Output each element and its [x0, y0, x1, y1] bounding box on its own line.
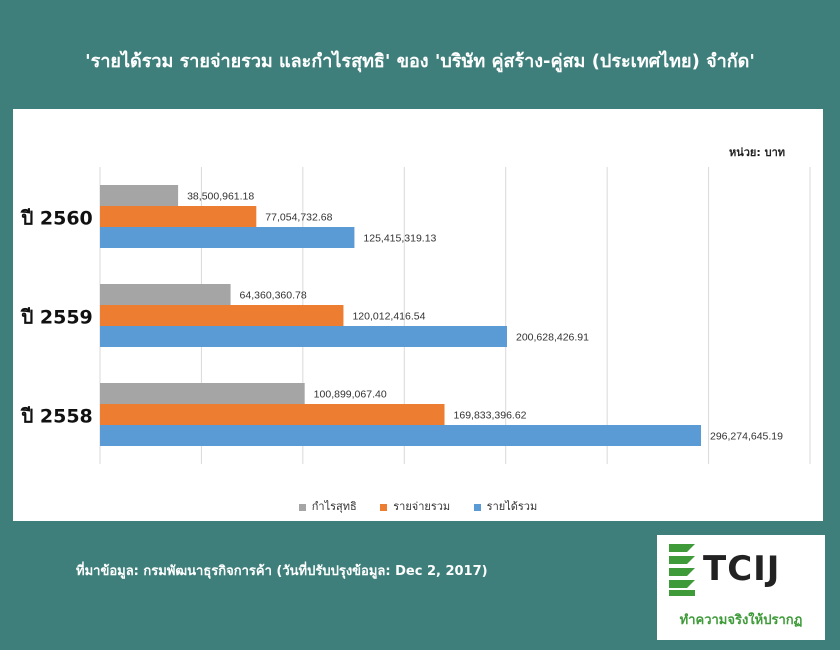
chart-title: 'รายได้รวม รายจ่ายรวม และกำไรสุทธิ' ของ … [85, 51, 755, 72]
source-note: ที่มาข้อมูล: กรมพัฒนาธุรกิจการค้า (วันที… [76, 564, 488, 579]
chart-panel: หน่วย: บาท ปี 2560 38,500,961.18 77,054,73… [13, 109, 823, 521]
legend-item-revenue: รายได้รวม [473, 497, 538, 515]
legend-swatch-revenue [473, 503, 481, 511]
bar [100, 305, 344, 326]
bar-chart: ปี 2560 38,500,961.18 77,054,732.68 125,415… [20, 167, 811, 464]
logo-wordmark: TCIJ [703, 549, 781, 589]
bar [100, 206, 257, 227]
logo-tagline: ทำความจริงให้ปรากฏ [679, 613, 803, 628]
data-label: 169,833,396.62 [454, 410, 527, 422]
bar [100, 227, 355, 248]
category-label: ปี 2560 [20, 208, 92, 230]
bar [100, 425, 702, 446]
tcij-logo: TCIJ ทำความจริงให้ปรากฏ [657, 535, 825, 640]
legend-swatch-expense [380, 503, 388, 511]
logo-stripes-icon [669, 544, 695, 596]
bar [100, 185, 179, 206]
legend-item-expense: รายจ่ายรวม [380, 497, 450, 515]
bar [100, 404, 445, 425]
legend-label-revenue: รายได้รวม [486, 500, 538, 513]
data-label: 77,054,732.68 [265, 212, 332, 224]
data-label: 125,415,319.13 [363, 233, 436, 245]
category-label: ปี 2559 [20, 307, 92, 329]
bar [100, 284, 231, 305]
data-label: 296,274,645.19 [710, 431, 783, 443]
data-label: 120,012,416.54 [352, 311, 425, 323]
legend-item-profit: กำไรสุทธิ [298, 497, 357, 515]
unit-label: หน่วย: บาท [728, 146, 785, 159]
legend-swatch-profit [298, 503, 306, 511]
bar [100, 326, 507, 347]
legend-label-expense: รายจ่ายรวม [393, 500, 451, 513]
data-label: 200,628,426.91 [516, 332, 589, 344]
data-label: 38,500,961.18 [187, 191, 254, 203]
legend-label-profit: กำไรสุทธิ [311, 500, 357, 513]
legend: กำไรสุทธิ รายจ่ายรวม รายได้รวม [13, 497, 823, 515]
data-label: 100,899,067.40 [314, 389, 387, 401]
bar [100, 383, 305, 404]
data-label: 64,360,360.78 [240, 290, 307, 302]
category-label: ปี 2558 [20, 406, 92, 428]
